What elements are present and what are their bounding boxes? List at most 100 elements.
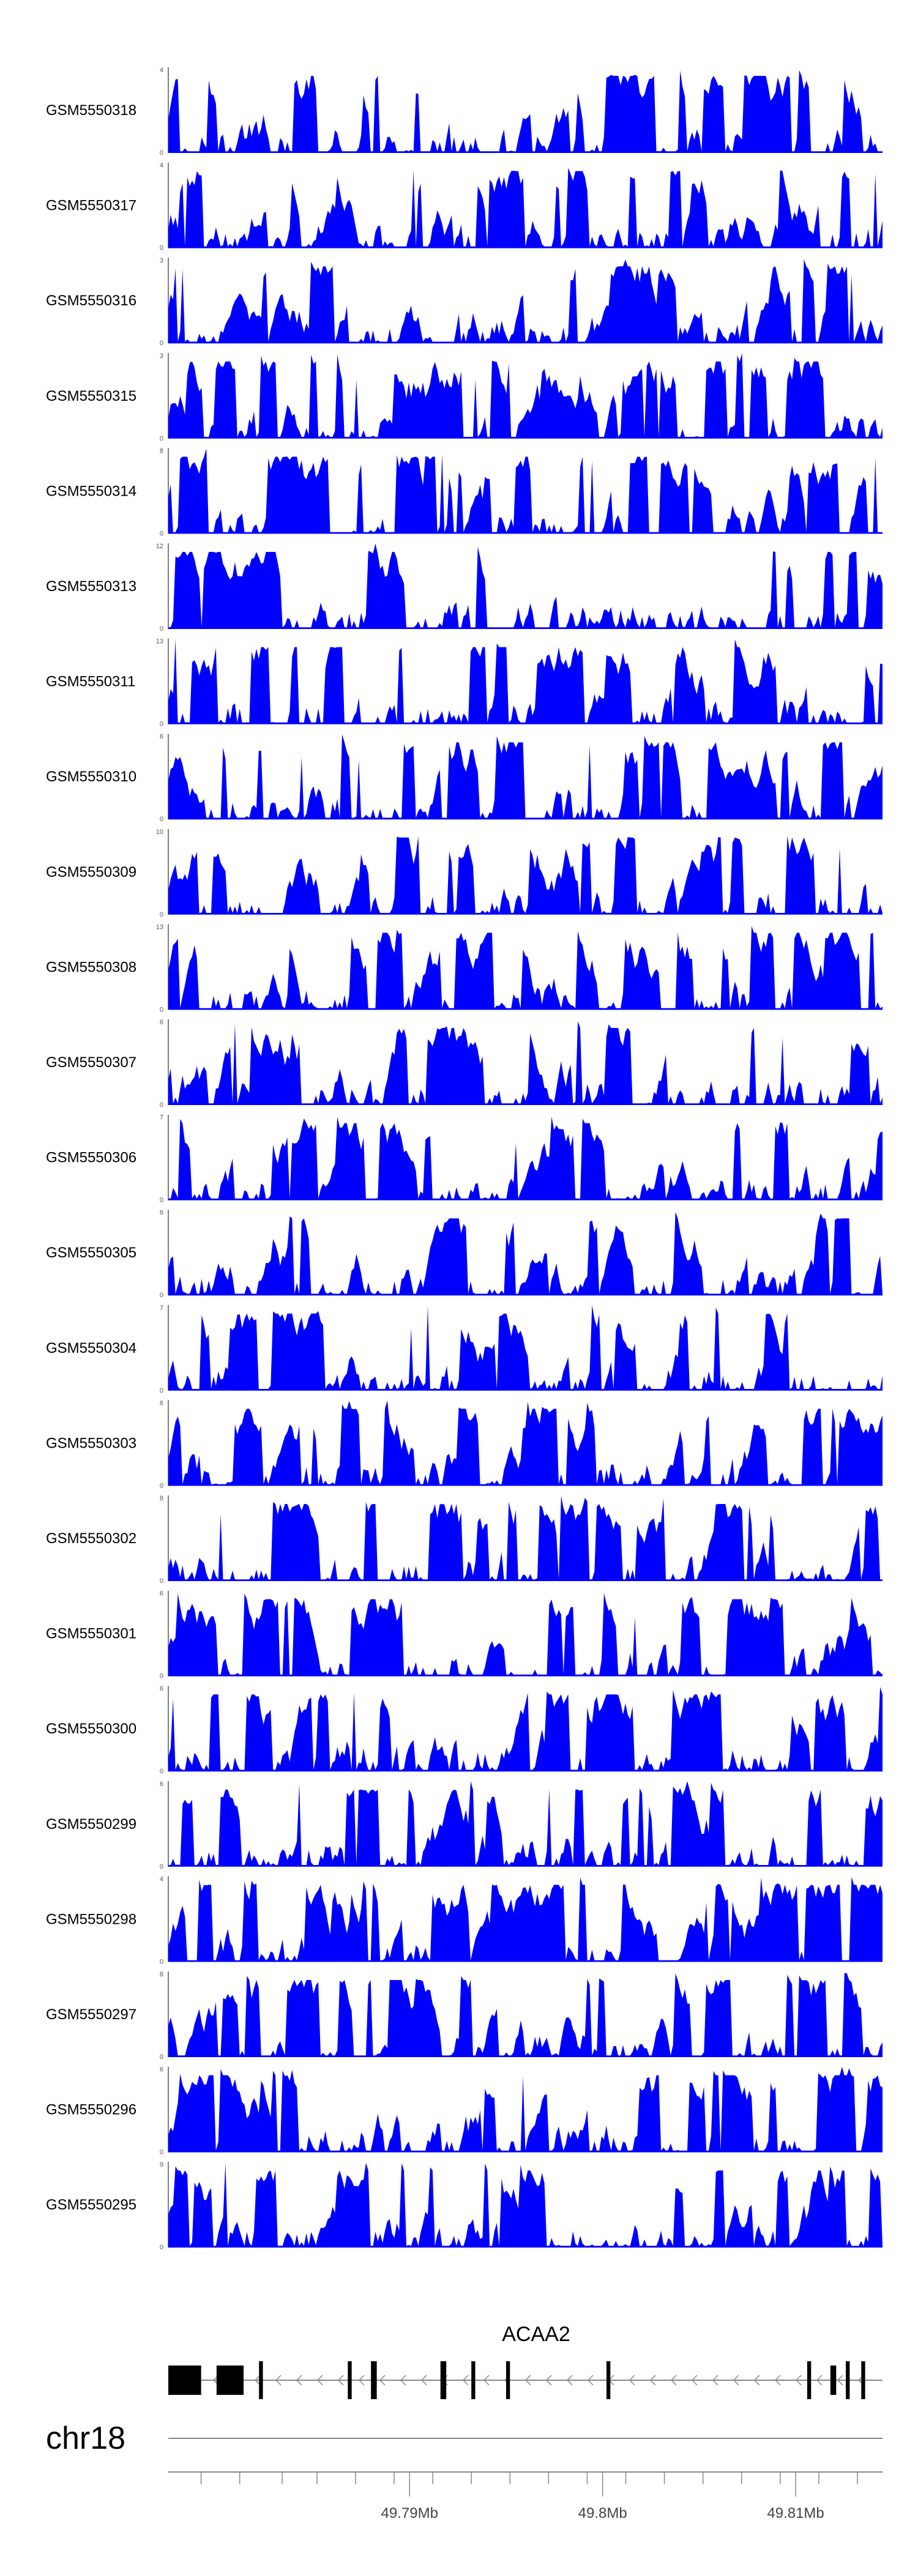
track-label: GSM5550307 — [46, 1054, 136, 1071]
coverage-area — [168, 1116, 883, 1201]
exon — [506, 2361, 510, 2399]
coverage-area — [168, 1400, 883, 1486]
coverage-area — [168, 1781, 883, 1867]
track-GSM5550297: GSM5550297 8 0 — [46, 1971, 883, 2061]
gene-name-label: ACAA2 — [502, 2323, 570, 2346]
strand-arrow — [691, 2375, 698, 2386]
coverage-area — [168, 168, 883, 248]
y-axis-max-label: 6 — [160, 1019, 163, 1026]
strand-arrow — [712, 2375, 718, 2386]
y-axis-max-label: 3 — [160, 352, 163, 360]
strand-arrow — [524, 2375, 531, 2386]
y-axis-min-label: 0 — [160, 149, 163, 157]
y-axis-min-label: 0 — [160, 435, 163, 442]
strand-arrow — [753, 2375, 760, 2386]
coverage-area — [168, 734, 883, 820]
track-label: GSM5550313 — [46, 578, 136, 595]
y-axis-min-label: 0 — [160, 816, 163, 823]
strand-arrow — [795, 2375, 802, 2386]
coverage-area — [168, 639, 883, 724]
track-GSM5550305: GSM5550305 6 0 — [46, 1209, 883, 1299]
strand-arrow — [358, 2375, 365, 2386]
y-axis-min-label: 0 — [160, 1863, 163, 1871]
exon — [807, 2361, 812, 2399]
track-GSM5550316: GSM5550316 3 0 — [46, 257, 883, 347]
track-label: GSM5550306 — [46, 1150, 136, 1166]
y-axis-max-label: 13 — [156, 923, 163, 931]
y-axis-min-label: 0 — [160, 340, 163, 347]
coverage-area — [168, 1495, 883, 1581]
coverage-area — [168, 543, 883, 629]
y-axis-min-label: 0 — [160, 1768, 163, 1775]
strand-arrow — [774, 2375, 781, 2386]
track-label: GSM5550316 — [46, 292, 136, 309]
coverage-area — [168, 353, 883, 439]
track-label: GSM5550309 — [46, 864, 136, 880]
strand-arrow — [400, 2375, 406, 2386]
y-axis-min-label: 0 — [160, 1482, 163, 1489]
exon — [216, 2366, 244, 2395]
strand-arrow — [296, 2375, 302, 2386]
track-label: GSM5550315 — [46, 388, 136, 404]
y-axis-max-label: 8 — [160, 447, 163, 455]
coverage-area — [168, 835, 883, 915]
strand-arrow — [629, 2375, 635, 2386]
coverage-area — [168, 1212, 883, 1296]
exon — [259, 2361, 263, 2399]
y-axis-max-label: 4 — [160, 1875, 163, 1883]
strand-arrow — [316, 2375, 323, 2386]
coverage-area — [168, 1305, 883, 1391]
track-label: GSM5550305 — [46, 1245, 136, 1261]
y-axis-max-label: 6 — [160, 1590, 163, 1598]
track-GSM5550313: GSM5550313 12 0 — [46, 543, 883, 633]
coverage-area — [168, 1593, 883, 1677]
exon — [471, 2361, 476, 2399]
track-label: GSM5550314 — [46, 483, 136, 499]
track-label: GSM5550311 — [46, 674, 135, 690]
y-axis-min-label: 0 — [160, 1387, 163, 1394]
genome-axis-track: chr18 49.79Mb 49.8Mb 49.81Mb — [46, 2421, 883, 2522]
track-label: GSM5550301 — [46, 1626, 136, 1642]
strand-arrow — [670, 2375, 677, 2386]
strand-arrow — [649, 2375, 656, 2386]
y-axis-max-label: 7 — [160, 1305, 163, 1312]
coverage-area — [168, 1687, 883, 1772]
track-GSM5550307: GSM5550307 6 0 — [46, 1019, 883, 1109]
track-GSM5550309: GSM5550309 10 0 — [46, 828, 883, 918]
strand-arrow — [337, 2375, 344, 2386]
track-label: GSM5550303 — [46, 1435, 136, 1451]
y-axis-max-label: 6 — [160, 1209, 163, 1216]
coverage-area — [168, 2066, 883, 2153]
track-GSM5550317: GSM5550317 4 0 — [46, 162, 883, 252]
y-axis-max-label: 7 — [160, 1114, 163, 1122]
track-GSM5550306: GSM5550306 7 0 — [46, 1114, 883, 1204]
exon — [830, 2366, 837, 2395]
track-label: GSM5550304 — [46, 1340, 136, 1357]
strand-arrow — [379, 2375, 386, 2386]
coverage-area — [168, 1021, 883, 1105]
track-label: GSM5550295 — [46, 2197, 136, 2213]
track-GSM5550299: GSM5550299 6 0 — [46, 1781, 883, 1871]
y-axis-min-label: 0 — [160, 721, 163, 728]
exon — [861, 2361, 865, 2399]
strand-arrow — [733, 2375, 739, 2386]
track-label: GSM5550308 — [46, 959, 136, 975]
track-label: GSM5550297 — [46, 2006, 136, 2023]
y-axis-min-label: 0 — [160, 1006, 163, 1013]
track-GSM5550315: GSM5550315 3 0 — [46, 352, 883, 442]
track-label: GSM5550300 — [46, 1721, 136, 1737]
track-label: GSM5550299 — [46, 1816, 136, 1833]
track-GSM5550295: GSM5550295 9 0 — [46, 2161, 883, 2251]
y-axis-max-label: 10 — [156, 828, 163, 836]
y-axis-max-label: 3 — [160, 257, 163, 264]
track-GSM5550303: GSM5550303 6 0 — [46, 1399, 883, 1489]
y-axis-min-label: 0 — [160, 2149, 163, 2156]
track-GSM5550318: GSM5550318 4 0 — [46, 67, 883, 157]
strand-arrow — [587, 2375, 594, 2386]
track-GSM5550308: GSM5550308 13 0 — [46, 923, 883, 1013]
y-axis-min-label: 0 — [160, 1101, 163, 1109]
y-axis-max-label: 12 — [156, 543, 163, 550]
track-GSM5550310: GSM5550310 6 0 — [46, 733, 883, 823]
track-GSM5550311: GSM5550311 13 0 — [46, 638, 883, 728]
track-label: GSM5550310 — [46, 769, 136, 785]
